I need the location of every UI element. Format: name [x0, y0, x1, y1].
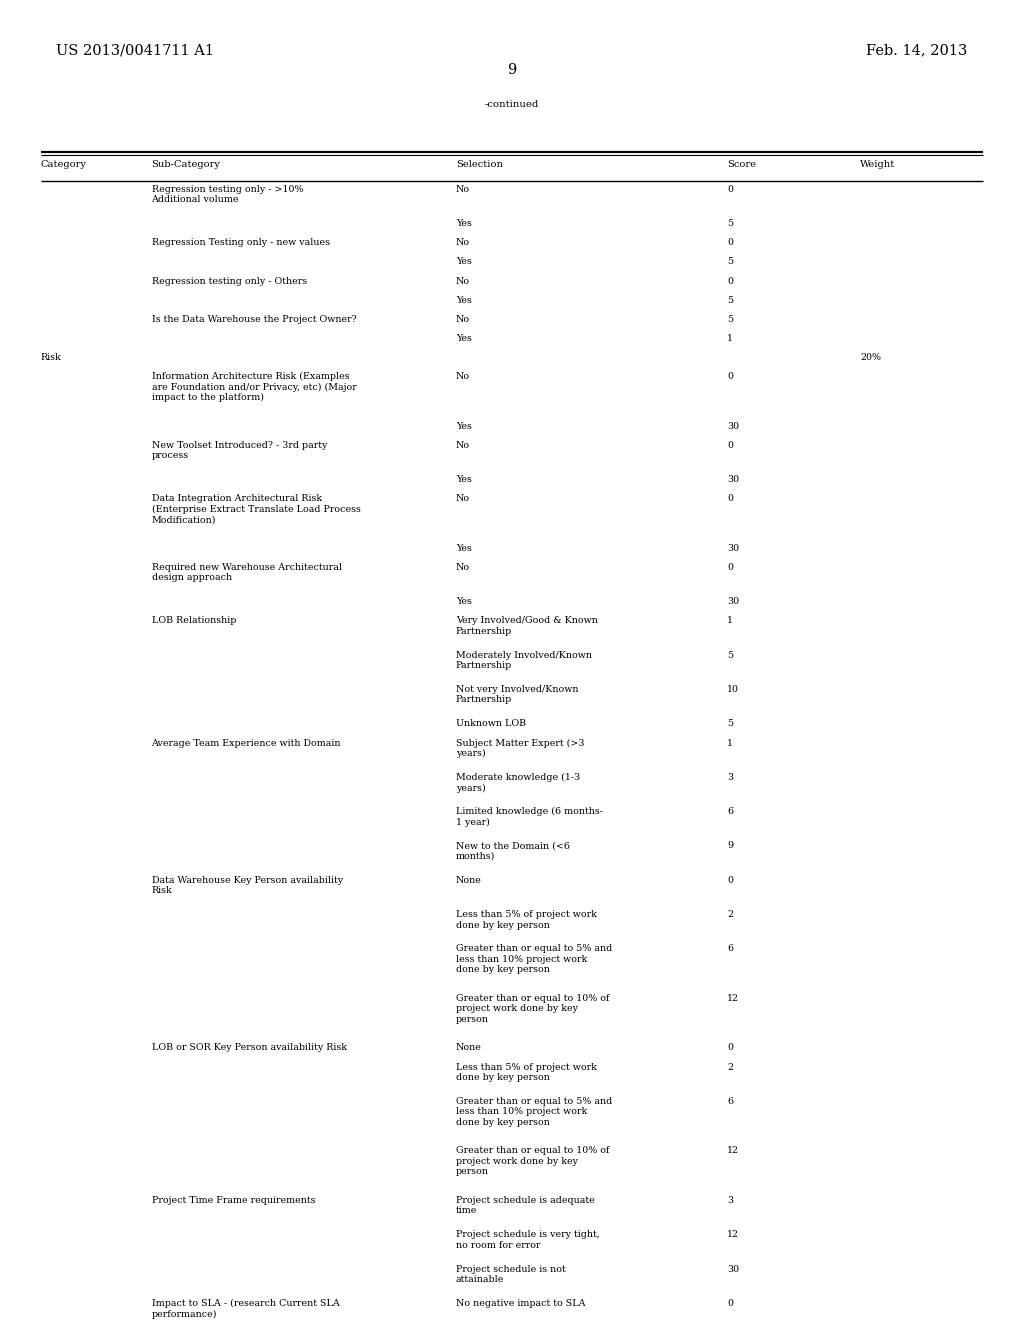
Text: No: No	[456, 238, 470, 247]
Text: None: None	[456, 1043, 481, 1052]
Text: 6: 6	[727, 944, 733, 953]
Text: 0: 0	[727, 875, 733, 884]
Text: Risk: Risk	[41, 352, 61, 362]
Text: 1: 1	[727, 738, 733, 747]
Text: Required new Warehouse Architectural
design approach: Required new Warehouse Architectural des…	[152, 562, 342, 582]
Text: LOB Relationship: LOB Relationship	[152, 616, 236, 626]
Text: LOB or SOR Key Person availability Risk: LOB or SOR Key Person availability Risk	[152, 1043, 346, 1052]
Text: Project Time Frame requirements: Project Time Frame requirements	[152, 1196, 315, 1205]
Text: 0: 0	[727, 1043, 733, 1052]
Text: Score: Score	[727, 160, 756, 169]
Text: No: No	[456, 441, 470, 450]
Text: No: No	[456, 185, 470, 194]
Text: 12: 12	[727, 1146, 739, 1155]
Text: 0: 0	[727, 372, 733, 381]
Text: Greater than or equal to 5% and
less than 10% project work
done by key person: Greater than or equal to 5% and less tha…	[456, 944, 612, 974]
Text: -continued: -continued	[485, 100, 539, 110]
Text: 3: 3	[727, 772, 733, 781]
Text: 30: 30	[727, 421, 739, 430]
Text: Yes: Yes	[456, 334, 472, 343]
Text: 2: 2	[727, 909, 733, 919]
Text: Regression testing only - Others: Regression testing only - Others	[152, 276, 306, 285]
Text: Selection: Selection	[456, 160, 503, 169]
Text: 3: 3	[727, 1196, 733, 1205]
Text: 30: 30	[727, 1265, 739, 1274]
Text: Unknown LOB: Unknown LOB	[456, 719, 525, 729]
Text: Greater than or equal to 10% of
project work done by key
person: Greater than or equal to 10% of project …	[456, 1146, 609, 1176]
Text: 1: 1	[727, 616, 733, 626]
Text: 12: 12	[727, 1230, 739, 1239]
Text: Yes: Yes	[456, 257, 472, 267]
Text: Yes: Yes	[456, 296, 472, 305]
Text: No: No	[456, 562, 470, 572]
Text: Average Team Experience with Domain: Average Team Experience with Domain	[152, 738, 341, 747]
Text: Moderately Involved/Known
Partnership: Moderately Involved/Known Partnership	[456, 651, 592, 671]
Text: 12: 12	[727, 994, 739, 1003]
Text: 5: 5	[727, 219, 733, 228]
Text: 5: 5	[727, 719, 733, 729]
Text: 5: 5	[727, 296, 733, 305]
Text: 5: 5	[727, 314, 733, 323]
Text: Less than 5% of project work
done by key person: Less than 5% of project work done by key…	[456, 909, 597, 929]
Text: 30: 30	[727, 475, 739, 484]
Text: Information Architecture Risk (Examples
are Foundation and/or Privacy, etc) (Maj: Information Architecture Risk (Examples …	[152, 372, 356, 403]
Text: 0: 0	[727, 1299, 733, 1308]
Text: Very Involved/Good & Known
Partnership: Very Involved/Good & Known Partnership	[456, 616, 598, 636]
Text: 0: 0	[727, 562, 733, 572]
Text: Sub-Category: Sub-Category	[152, 160, 220, 169]
Text: Greater than or equal to 5% and
less than 10% project work
done by key person: Greater than or equal to 5% and less tha…	[456, 1097, 612, 1127]
Text: Yes: Yes	[456, 597, 472, 606]
Text: No: No	[456, 372, 470, 381]
Text: Data Warehouse Key Person availability
Risk: Data Warehouse Key Person availability R…	[152, 875, 343, 895]
Text: Data Integration Architectural Risk
(Enterprise Extract Translate Load Process
M: Data Integration Architectural Risk (Ent…	[152, 494, 360, 524]
Text: Regression testing only - >10%
Additional volume: Regression testing only - >10% Additiona…	[152, 185, 303, 205]
Text: Project schedule is adequate
time: Project schedule is adequate time	[456, 1196, 594, 1216]
Text: 20%: 20%	[860, 352, 882, 362]
Text: 9: 9	[507, 63, 517, 78]
Text: Project schedule is not
attainable: Project schedule is not attainable	[456, 1265, 565, 1284]
Text: 0: 0	[727, 185, 733, 194]
Text: 1: 1	[727, 334, 733, 343]
Text: 0: 0	[727, 494, 733, 503]
Text: Regression Testing only - new values: Regression Testing only - new values	[152, 238, 330, 247]
Text: No: No	[456, 314, 470, 323]
Text: 30: 30	[727, 544, 739, 553]
Text: No negative impact to SLA: No negative impact to SLA	[456, 1299, 585, 1308]
Text: New Toolset Introduced? - 3rd party
process: New Toolset Introduced? - 3rd party proc…	[152, 441, 327, 461]
Text: None: None	[456, 875, 481, 884]
Text: 5: 5	[727, 651, 733, 660]
Text: Yes: Yes	[456, 421, 472, 430]
Text: 0: 0	[727, 276, 733, 285]
Text: Yes: Yes	[456, 219, 472, 228]
Text: Limited knowledge (6 months-
1 year): Limited knowledge (6 months- 1 year)	[456, 807, 603, 826]
Text: 10: 10	[727, 685, 739, 694]
Text: Weight: Weight	[860, 160, 895, 169]
Text: Impact to SLA - (research Current SLA
performance): Impact to SLA - (research Current SLA pe…	[152, 1299, 339, 1319]
Text: 30: 30	[727, 597, 739, 606]
Text: US 2013/0041711 A1: US 2013/0041711 A1	[56, 44, 214, 58]
Text: Moderate knowledge (1-3
years): Moderate knowledge (1-3 years)	[456, 772, 580, 792]
Text: No: No	[456, 276, 470, 285]
Text: 0: 0	[727, 441, 733, 450]
Text: 6: 6	[727, 1097, 733, 1106]
Text: 9: 9	[727, 841, 733, 850]
Text: Yes: Yes	[456, 475, 472, 484]
Text: Project schedule is very tight,
no room for error: Project schedule is very tight, no room …	[456, 1230, 599, 1250]
Text: Subject Matter Expert (>3
years): Subject Matter Expert (>3 years)	[456, 738, 584, 758]
Text: Greater than or equal to 10% of
project work done by key
person: Greater than or equal to 10% of project …	[456, 994, 609, 1024]
Text: Not very Involved/Known
Partnership: Not very Involved/Known Partnership	[456, 685, 579, 705]
Text: Is the Data Warehouse the Project Owner?: Is the Data Warehouse the Project Owner?	[152, 314, 356, 323]
Text: Less than 5% of project work
done by key person: Less than 5% of project work done by key…	[456, 1063, 597, 1082]
Text: 6: 6	[727, 807, 733, 816]
Text: Feb. 14, 2013: Feb. 14, 2013	[866, 44, 968, 58]
Text: 2: 2	[727, 1063, 733, 1072]
Text: No: No	[456, 494, 470, 503]
Text: New to the Domain (<6
months): New to the Domain (<6 months)	[456, 841, 569, 861]
Text: 0: 0	[727, 238, 733, 247]
Text: Yes: Yes	[456, 544, 472, 553]
Text: Category: Category	[41, 160, 87, 169]
Text: 5: 5	[727, 257, 733, 267]
